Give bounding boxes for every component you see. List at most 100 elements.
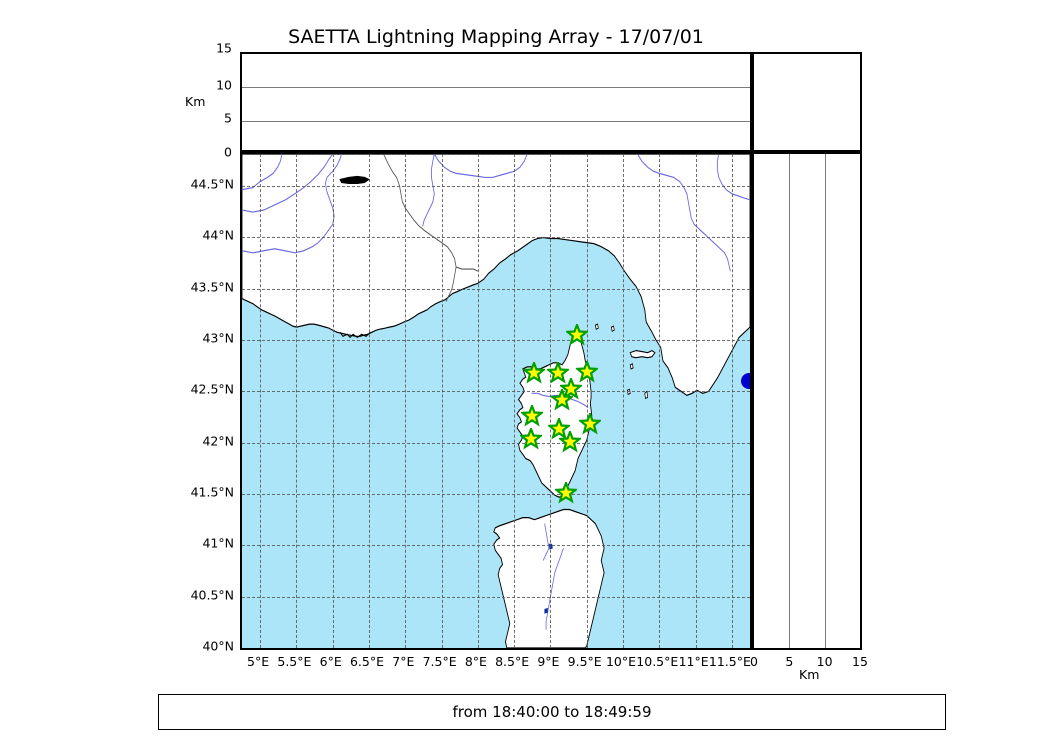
- sardinia-lake-2: [544, 607, 548, 614]
- xtick-lon-5_5: 5.5°E: [277, 654, 312, 669]
- station-marker[interactable]: [579, 412, 602, 435]
- ytick-lat-44_5: 44.5°N: [190, 176, 234, 192]
- ytick-xz-0: 0: [224, 144, 232, 160]
- graticule-lon-8: [477, 154, 479, 648]
- elba-island: [629, 349, 656, 359]
- xtick-lon-6: 6°E: [319, 654, 342, 669]
- station-marker[interactable]: [575, 360, 598, 383]
- xtick-zy-10: 10: [816, 654, 833, 669]
- gridline-5km: [242, 120, 750, 122]
- ytick-xz-10: 10: [216, 77, 232, 93]
- page-title: SAETTA Lightning Mapping Array - 17/07/0…: [288, 26, 704, 48]
- station-marker[interactable]: [559, 378, 582, 400]
- station-marker[interactable]: [546, 361, 569, 384]
- ytick-lat-40_5: 40.5°N: [190, 587, 234, 603]
- map-panel[interactable]: [240, 152, 752, 650]
- admin-border-2: [455, 266, 478, 272]
- ytick-lat-43_5: 43.5°N: [190, 279, 234, 295]
- ytick-xz-15: 15: [216, 40, 232, 56]
- river-tanaro: [422, 154, 435, 227]
- ytick-lat-41_5: 41.5°N: [190, 484, 234, 500]
- graticule-lat-42_5: [242, 391, 750, 393]
- graticule-lon-5_5: [296, 154, 298, 648]
- graticule-lon-6: [332, 154, 334, 648]
- sardinia-river-1: [542, 523, 550, 561]
- ytick-lat-44: 44°N: [202, 227, 234, 243]
- altitude-vs-longitude-panel: [240, 52, 752, 152]
- time-range-box: from 18:40:00 to 18:49:59: [158, 694, 946, 730]
- axis-label-km-left: Km: [185, 94, 206, 109]
- graticule-lat-40: [242, 648, 750, 649]
- station-marker[interactable]: [520, 404, 543, 427]
- corner-panel: [752, 52, 862, 152]
- lake-feature: [339, 175, 370, 185]
- small-isle-north: [594, 323, 599, 330]
- mainland-europe-landmass: [242, 154, 750, 397]
- graticule-lon-7: [405, 154, 407, 648]
- station-marker[interactable]: [551, 389, 574, 412]
- graticule-lat-44: [242, 237, 750, 239]
- graticule-lon-9: [550, 154, 552, 648]
- graticule-lon-5: [260, 154, 262, 648]
- ytick-lat-41: 41°N: [202, 535, 234, 551]
- graticule-lon-10: [623, 154, 624, 648]
- graticule-lat-44_5: [242, 185, 750, 187]
- xtick-lon-6_5: 6.5°E: [349, 654, 385, 669]
- river-durance: [242, 154, 334, 213]
- river-po-2: [485, 154, 528, 179]
- graticule-lon-6_5: [369, 154, 370, 648]
- ytick-xz-5: 5: [224, 110, 232, 126]
- capraia-island: [610, 325, 615, 332]
- sardinia-landmass: [493, 508, 605, 648]
- graticule-lat-42: [242, 442, 750, 444]
- montecristo-island: [644, 390, 649, 400]
- xtick-lon-11: 11°E: [678, 654, 709, 669]
- altitude-vs-latitude-panel: [752, 152, 862, 650]
- xtick-lon-8: 8°E: [464, 654, 487, 669]
- map-geography: [242, 154, 750, 648]
- gridline-10km-vertical: [824, 154, 826, 648]
- xtick-zy-15: 15: [852, 654, 868, 669]
- station-marker[interactable]: [548, 418, 571, 440]
- ytick-lat-42_5: 42.5°N: [190, 381, 234, 397]
- graticule-lat-43_5: [242, 288, 750, 290]
- xtick-lon-7_5: 7.5°E: [422, 654, 457, 669]
- station-marker[interactable]: [565, 324, 588, 346]
- graticule-lat-43: [242, 339, 750, 341]
- riviera-coast-detail: [339, 331, 371, 339]
- xtick-lon-10: 10°E: [605, 654, 637, 669]
- station-marker[interactable]: [559, 431, 582, 453]
- axis-label-km-bottom: Km: [799, 667, 820, 682]
- time-range-text: from 18:40:00 to 18:49:59: [452, 703, 652, 721]
- gorgona-island: [629, 363, 634, 370]
- gridline-5km-vertical: [789, 154, 791, 648]
- xtick-lon-9: 9°E: [537, 654, 560, 669]
- vhf-source-marker[interactable]: [741, 373, 750, 390]
- graticule-lon-11_5: [731, 154, 733, 648]
- sardinia-river-2: [545, 547, 564, 630]
- graticule-lon-9_5: [586, 154, 588, 648]
- xtick-lon-9_5: 9.5°E: [567, 654, 602, 669]
- station-marker[interactable]: [555, 482, 578, 504]
- graticule-lon-7_5: [441, 154, 443, 648]
- xtick-lon-8_5: 8.5°E: [495, 654, 530, 669]
- graticule-lon-10_5: [659, 154, 661, 648]
- graticule-lat-40_5: [242, 596, 750, 598]
- station-marker[interactable]: [519, 428, 542, 450]
- graticule-lon-8_5: [514, 154, 516, 648]
- station-marker[interactable]: [523, 361, 546, 384]
- admin-border-1: [383, 154, 457, 303]
- xtick-lon-7: 7°E: [392, 654, 415, 669]
- ytick-lat-43: 43°N: [202, 330, 234, 346]
- ytick-lat-42: 42°N: [202, 433, 234, 449]
- xtick-lon-10_5: 10.5°E: [636, 654, 679, 669]
- xtick-zy-5: 5: [785, 654, 794, 669]
- river-italy-east-2: [706, 235, 731, 272]
- graticule-lat-41_5: [242, 494, 750, 495]
- river-var: [242, 177, 335, 254]
- ytick-lat-40: 40°N: [202, 638, 234, 654]
- graticule-lat-41: [242, 545, 750, 547]
- river-po-1: [433, 154, 486, 179]
- graticule-lon-11: [695, 154, 697, 648]
